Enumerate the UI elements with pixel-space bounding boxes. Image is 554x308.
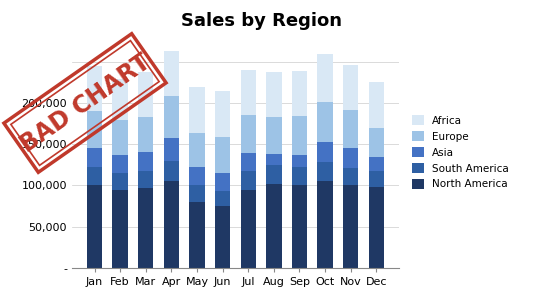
Bar — [343, 65, 358, 110]
Bar — [87, 66, 102, 111]
Bar — [292, 155, 307, 167]
Bar — [189, 185, 205, 202]
Bar — [266, 117, 281, 154]
Bar — [317, 181, 333, 268]
Bar — [112, 120, 128, 155]
Bar — [189, 133, 205, 167]
Title: Sales by Region: Sales by Region — [181, 12, 342, 30]
Bar — [138, 171, 153, 188]
Bar — [368, 82, 384, 128]
Bar — [317, 102, 333, 142]
Bar — [292, 167, 307, 185]
Bar — [112, 190, 128, 268]
Bar — [189, 87, 205, 133]
Bar — [189, 167, 205, 185]
Text: BAD CHART: BAD CHART — [16, 49, 155, 156]
Bar — [343, 110, 358, 148]
Bar — [138, 188, 153, 268]
Bar — [215, 206, 230, 268]
Bar — [240, 190, 256, 268]
Bar — [266, 71, 281, 117]
Bar — [368, 171, 384, 187]
Bar — [343, 185, 358, 268]
Bar — [164, 96, 179, 138]
Bar — [292, 116, 307, 155]
Bar — [292, 185, 307, 268]
Bar — [343, 168, 358, 185]
Bar — [164, 161, 179, 181]
Bar — [368, 156, 384, 171]
Bar — [266, 165, 281, 184]
Bar — [317, 162, 333, 181]
Bar — [138, 152, 153, 171]
Bar — [164, 138, 179, 161]
Bar — [215, 191, 230, 206]
Bar — [87, 185, 102, 268]
Bar — [240, 70, 256, 115]
Bar — [343, 148, 358, 168]
Bar — [215, 137, 230, 173]
Bar — [317, 54, 333, 102]
Bar — [266, 184, 281, 268]
Bar — [87, 167, 102, 185]
Bar — [240, 172, 256, 190]
Bar — [368, 128, 384, 156]
Bar — [215, 91, 230, 137]
Bar — [87, 148, 102, 167]
Bar — [292, 71, 307, 116]
Bar — [138, 117, 153, 152]
Bar — [317, 142, 333, 162]
Bar — [240, 115, 256, 153]
Legend: Africa, Europe, Asia, South America, North America: Africa, Europe, Asia, South America, Nor… — [407, 111, 513, 194]
Bar — [112, 173, 128, 190]
Bar — [189, 202, 205, 268]
Bar — [266, 154, 281, 165]
Bar — [368, 187, 384, 268]
Bar — [240, 153, 256, 172]
Bar — [138, 71, 153, 117]
Bar — [215, 173, 230, 191]
Bar — [87, 111, 102, 148]
Bar — [164, 181, 179, 268]
Bar — [112, 155, 128, 173]
Bar — [164, 51, 179, 96]
Bar — [112, 79, 128, 120]
